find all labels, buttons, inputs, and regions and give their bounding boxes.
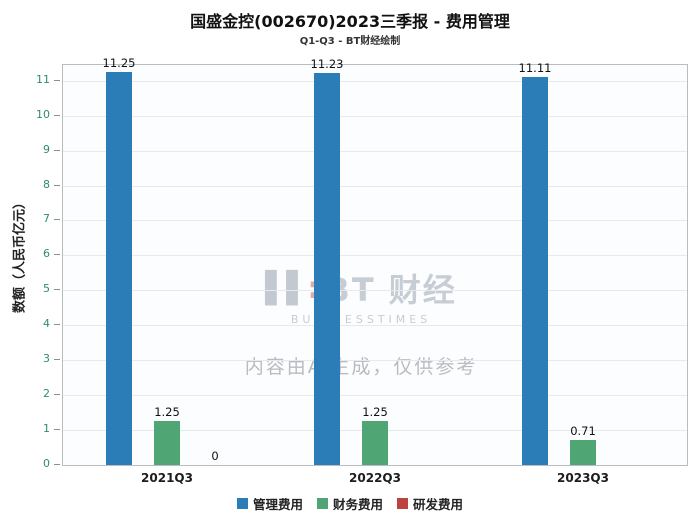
x-tick-label: 2021Q3 xyxy=(141,471,193,485)
y-axis: 0 1 2 3 4 5 6 7 8 9 10 11 xyxy=(0,64,60,470)
y-tick-mark xyxy=(54,289,60,291)
y-tick-label: 10 xyxy=(36,107,50,121)
y-tick-label: 8 xyxy=(43,177,50,191)
gridline xyxy=(63,360,687,362)
legend: 管理费用 财务费用 研发费用 xyxy=(0,494,700,513)
legend-item-finance: 财务费用 xyxy=(316,494,383,513)
bar xyxy=(106,72,132,465)
y-tick-mark xyxy=(54,219,60,221)
y-tick-label: 2 xyxy=(43,387,50,401)
bar-value-label: 0.71 xyxy=(570,424,596,439)
y-tick-label: 11 xyxy=(36,72,50,86)
legend-label: 研发费用 xyxy=(413,497,464,512)
bar xyxy=(522,76,548,465)
bar-value-label: 1.25 xyxy=(154,405,180,420)
bar-value-label: 11.23 xyxy=(310,56,344,71)
legend-item-research: 研发费用 xyxy=(397,494,463,513)
y-tick-mark xyxy=(54,149,60,151)
legend-marker xyxy=(316,498,328,509)
watermark-logo: ▌▌: BT 财经 xyxy=(245,265,478,311)
legend-marker xyxy=(397,498,408,509)
chart-subtitle: Q1-Q3 - BT财经绘制 xyxy=(299,36,401,47)
gridline xyxy=(63,255,687,257)
watermark-logo-subtext: BUSINESSTIMES xyxy=(290,313,432,326)
y-tick-mark xyxy=(54,429,60,431)
bar-value-label: 11.11 xyxy=(518,60,552,75)
y-tick-label: 4 xyxy=(43,317,50,331)
legend-marker xyxy=(236,498,248,509)
gridline xyxy=(63,325,687,327)
y-tick-label: 0 xyxy=(43,457,50,470)
gridline xyxy=(63,115,687,117)
bar xyxy=(154,421,180,465)
y-tick-mark xyxy=(54,254,60,256)
y-tick-label: 1 xyxy=(43,422,50,436)
bt-logo-icon: ▌▌: xyxy=(265,270,319,306)
watermark-disclaimer: 内容由AI生成，仅供参考 xyxy=(244,356,478,378)
chart-title: 国盛金控(002670)2023三季报 - 费用管理 xyxy=(190,12,510,31)
y-tick-label: 9 xyxy=(43,142,50,156)
y-tick-mark xyxy=(54,464,60,465)
gridline xyxy=(63,220,687,222)
legend-label: 管理费用 xyxy=(252,497,303,512)
y-tick-label: 6 xyxy=(43,247,50,261)
gridline xyxy=(63,185,687,187)
bar-value-label: 1.25 xyxy=(362,405,388,420)
bar-value-label: 11.25 xyxy=(102,56,136,70)
gridline xyxy=(63,290,687,292)
y-tick-label: 5 xyxy=(43,282,50,296)
gridline xyxy=(63,395,687,397)
y-tick-mark xyxy=(54,394,60,396)
bar xyxy=(570,440,596,465)
bar xyxy=(314,72,340,465)
y-tick-label: 3 xyxy=(43,352,50,366)
y-tick-mark xyxy=(54,359,60,361)
x-tick-label: 2023Q3 xyxy=(557,471,609,485)
x-tick-label: 2022Q3 xyxy=(349,471,401,485)
y-tick-mark xyxy=(54,79,60,81)
y-tick-mark xyxy=(54,324,60,326)
gridline xyxy=(63,80,687,82)
bar xyxy=(362,421,388,465)
y-tick-mark xyxy=(54,184,60,186)
legend-label: 财务费用 xyxy=(332,497,383,512)
gridline xyxy=(63,150,687,152)
bar-value-label: 0 xyxy=(211,449,219,463)
legend-item-management: 管理费用 xyxy=(236,494,303,513)
y-tick-mark xyxy=(54,114,60,116)
watermark: ▌▌: BT 财经 BUSINESSTIMES 内容由AI生成，仅供参考 xyxy=(245,265,478,379)
y-tick-label: 7 xyxy=(43,212,50,226)
plot-area: ▌▌: BT 财经 BUSINESSTIMES 内容由AI生成，仅供参考 11.… xyxy=(62,56,688,485)
watermark-logo-text: BT 财经 xyxy=(325,271,457,309)
